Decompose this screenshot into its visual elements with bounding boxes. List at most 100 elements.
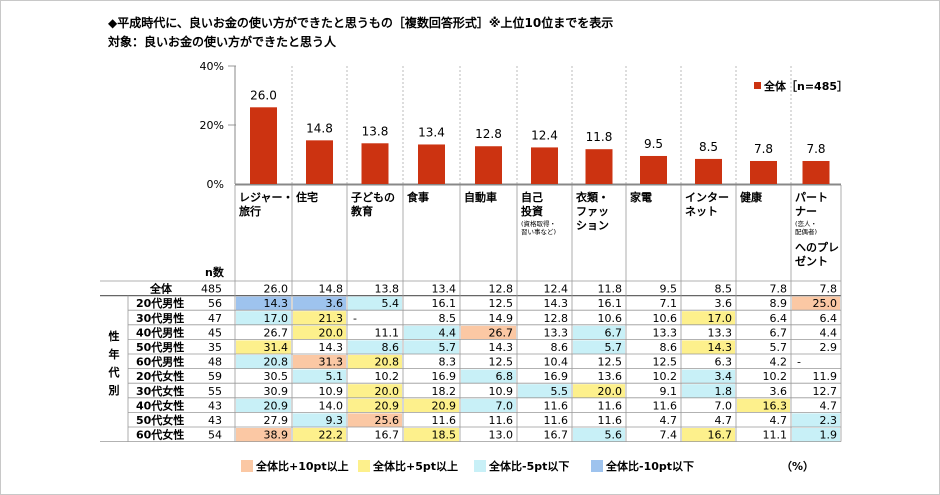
bar-value-label: 11.8 — [586, 130, 613, 144]
highlight-cell — [293, 413, 346, 427]
highlight-cell — [737, 398, 790, 413]
row-n: 56 — [208, 297, 222, 310]
cell-value: 11.6 — [653, 399, 678, 412]
highlight-cell — [293, 325, 346, 340]
y-tick-label: 0% — [207, 178, 224, 191]
cell-value: 31.3 — [319, 356, 344, 369]
highlight-cell — [236, 398, 291, 413]
cell-value: 2.3 — [820, 414, 838, 427]
cell-value: 4.2 — [770, 356, 788, 369]
bar — [306, 140, 333, 184]
cell-value: 14.3 — [489, 341, 514, 354]
cell-value: 20.0 — [375, 385, 400, 398]
category-label: ネット — [685, 205, 718, 218]
cell-value: 18.5 — [432, 429, 457, 442]
cell-value: 9.5 — [660, 283, 678, 296]
row-n: 43 — [208, 414, 222, 427]
cell-value: 11.6 — [598, 414, 623, 427]
cell-value: 7.4 — [660, 429, 678, 442]
cell-value: 16.7 — [544, 429, 569, 442]
bar — [475, 146, 502, 184]
cell-value: 14.3 — [264, 297, 289, 310]
category-label: 自動車 — [464, 190, 497, 204]
highlight-cell — [236, 355, 291, 369]
cell-value: 12.8 — [489, 283, 514, 296]
cell-value: 5.7 — [770, 341, 788, 354]
bar-value-label: 14.8 — [306, 121, 333, 135]
highlight-cell — [293, 355, 346, 369]
legend-label: 全体［n=485］ — [763, 79, 848, 93]
highlight-cell — [348, 413, 402, 427]
category-label: 家電 — [630, 190, 652, 204]
cell-value: 9.3 — [326, 414, 344, 427]
cell-value: 5.5 — [551, 385, 569, 398]
cell-value: 13.0 — [489, 429, 514, 442]
category-label: レジャー・ — [239, 191, 293, 204]
highlight-cell — [293, 369, 346, 384]
cell-value: 11.6 — [489, 414, 514, 427]
color-legend-swatch — [474, 460, 486, 472]
highlight-cell — [573, 428, 625, 442]
bar — [802, 160, 830, 184]
cell-value: 8.6 — [551, 341, 569, 354]
cell-value: 10.4 — [544, 356, 569, 369]
bar — [585, 149, 613, 184]
color-legend-item: 全体比+10pt以上 — [241, 458, 349, 474]
row-label: 50代男性 — [136, 340, 184, 354]
cell-value: 8.6 — [660, 341, 678, 354]
cell-value: 4.7 — [820, 399, 838, 412]
row-n: 45 — [208, 326, 222, 339]
category-note: (資格取得・ — [521, 219, 556, 228]
cell-value: 30.9 — [264, 385, 289, 398]
cell-value: 10.9 — [489, 385, 514, 398]
cell-value: 5.1 — [326, 370, 344, 383]
cell-value: 4.7 — [660, 414, 678, 427]
highlight-cell — [293, 311, 346, 325]
cell-value: 30.5 — [264, 370, 289, 383]
color-legend-label: 全体比+10pt以上 — [256, 460, 349, 473]
cell-value: 3.4 — [715, 370, 733, 383]
highlight-cell — [236, 296, 291, 311]
highlight-cell — [348, 355, 402, 369]
row-label: 30代男性 — [136, 311, 184, 325]
cell-value: 14.9 — [489, 312, 514, 325]
cell-value: 13.3 — [653, 326, 678, 339]
bar — [640, 155, 667, 184]
cell-value: 12.8 — [544, 312, 569, 325]
cell-value: 1.9 — [820, 429, 838, 442]
highlight-cell — [792, 413, 840, 427]
cell-value: 6.4 — [770, 312, 788, 325]
cell-value: 8.5 — [715, 283, 733, 296]
y-tick-label: 40% — [200, 60, 224, 73]
row-n: 55 — [208, 385, 222, 398]
bar-value-label: 26.0 — [250, 88, 277, 102]
cell-value: 2.9 — [820, 341, 838, 354]
row-n: 54 — [208, 429, 222, 442]
highlight-cell — [404, 340, 459, 354]
cell-value: 12.5 — [489, 356, 514, 369]
bar-value-label: 7.8 — [754, 142, 773, 156]
highlight-cell — [792, 296, 840, 311]
row-n: 48 — [208, 356, 222, 369]
highlight-cell — [573, 384, 625, 398]
side-label-char: 代 — [108, 365, 120, 379]
cell-value: 11.6 — [432, 414, 457, 427]
chart-title: ◆平成時代に、良いお金の使い方ができたと思うもの［複数回答形式］※上位10位まで… — [108, 16, 614, 30]
color-legend-item: 全体比-5pt以下 — [474, 458, 569, 474]
row-label: 20代男性 — [136, 296, 184, 310]
highlight-cell — [518, 384, 571, 398]
cell-value: 14.0 — [319, 399, 344, 412]
cell-value: 27.9 — [264, 414, 289, 427]
row-label: 40代女性 — [136, 398, 184, 412]
highlight-cell — [348, 398, 402, 413]
color-legend-label: 全体比-5pt以下 — [489, 460, 570, 473]
cell-value: 10.2 — [375, 370, 400, 383]
highlight-cell — [461, 398, 516, 413]
bar — [750, 160, 777, 184]
row-n: 43 — [208, 399, 222, 412]
cell-value: 26.0 — [264, 283, 289, 296]
highlight-cell — [573, 325, 625, 340]
cell-value: 20.0 — [319, 326, 344, 339]
color-legend-item: 全体比+5pt以上 — [358, 458, 458, 474]
